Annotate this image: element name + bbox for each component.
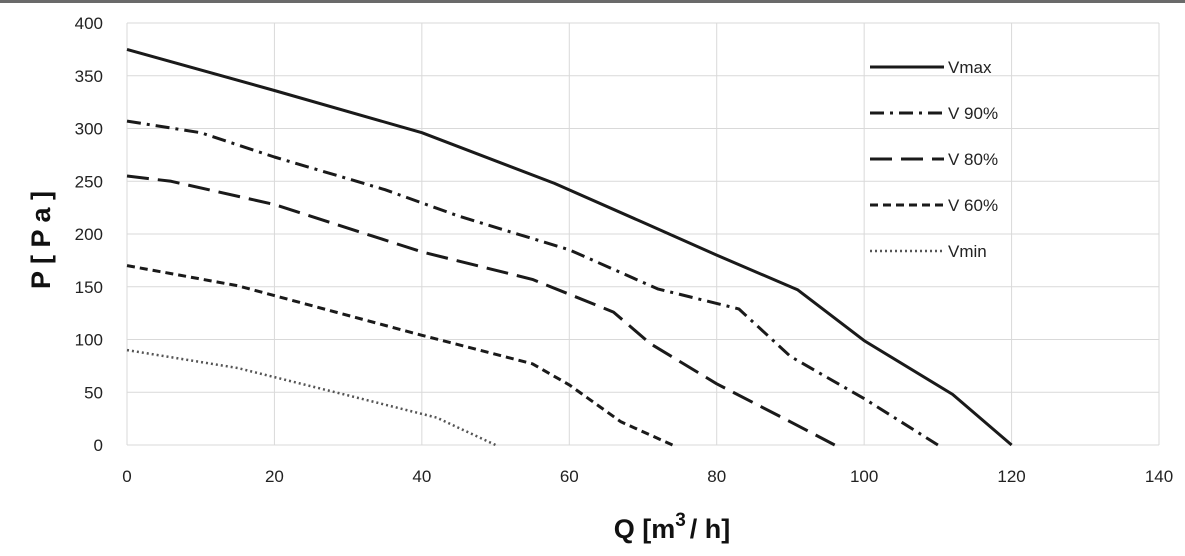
- x-tick-label: 0: [122, 467, 131, 486]
- grid-lines: [126, 22, 1160, 446]
- y-tick-label: 100: [75, 331, 103, 350]
- y-tick-label: 200: [75, 225, 103, 244]
- series-line-3: [126, 264, 674, 447]
- series-line-4: [126, 348, 497, 447]
- x-axis-label: Q [m3/ h]: [614, 510, 731, 544]
- legend-label-2: V 80%: [948, 150, 998, 169]
- series-line-1: [126, 119, 939, 447]
- x-tick-label: 40: [412, 467, 431, 486]
- top-border-rule: [0, 0, 1185, 3]
- axis-tick-labels: 0 50 100 150 200 250 300 350 400 0 20 40 60 80 100 120 1…: [75, 14, 1174, 486]
- legend-label-1: V 90%: [948, 104, 998, 123]
- y-tick-label: 0: [94, 436, 103, 455]
- y-tick-label: 300: [75, 120, 103, 139]
- x-axis-label-main: Q [m: [614, 514, 676, 544]
- legend: Vmax V 90% V 80% V 60% Vmin: [870, 58, 998, 261]
- series-line-2: [126, 174, 836, 447]
- x-tick-label: 140: [1145, 467, 1173, 486]
- x-tick-label: 100: [850, 467, 878, 486]
- y-tick-label: 250: [75, 172, 103, 191]
- legend-label-0: Vmax: [948, 58, 992, 77]
- legend-label-4: Vmin: [948, 242, 987, 261]
- y-tick-label: 400: [75, 14, 103, 33]
- y-tick-label: 150: [75, 278, 103, 297]
- series-line-0: [126, 47, 1013, 447]
- x-axis-label-unit: / h]: [690, 514, 731, 544]
- y-tick-label: 350: [75, 67, 103, 86]
- x-axis-label-superscript: 3: [675, 510, 686, 531]
- series-lines: [126, 47, 1013, 447]
- x-tick-label: 120: [997, 467, 1025, 486]
- x-tick-label: 60: [560, 467, 579, 486]
- legend-label-3: V 60%: [948, 196, 998, 215]
- x-tick-label: 80: [707, 467, 726, 486]
- y-axis-label: P [ P a ]: [26, 191, 56, 289]
- y-tick-label: 50: [84, 383, 103, 402]
- x-tick-label: 20: [265, 467, 284, 486]
